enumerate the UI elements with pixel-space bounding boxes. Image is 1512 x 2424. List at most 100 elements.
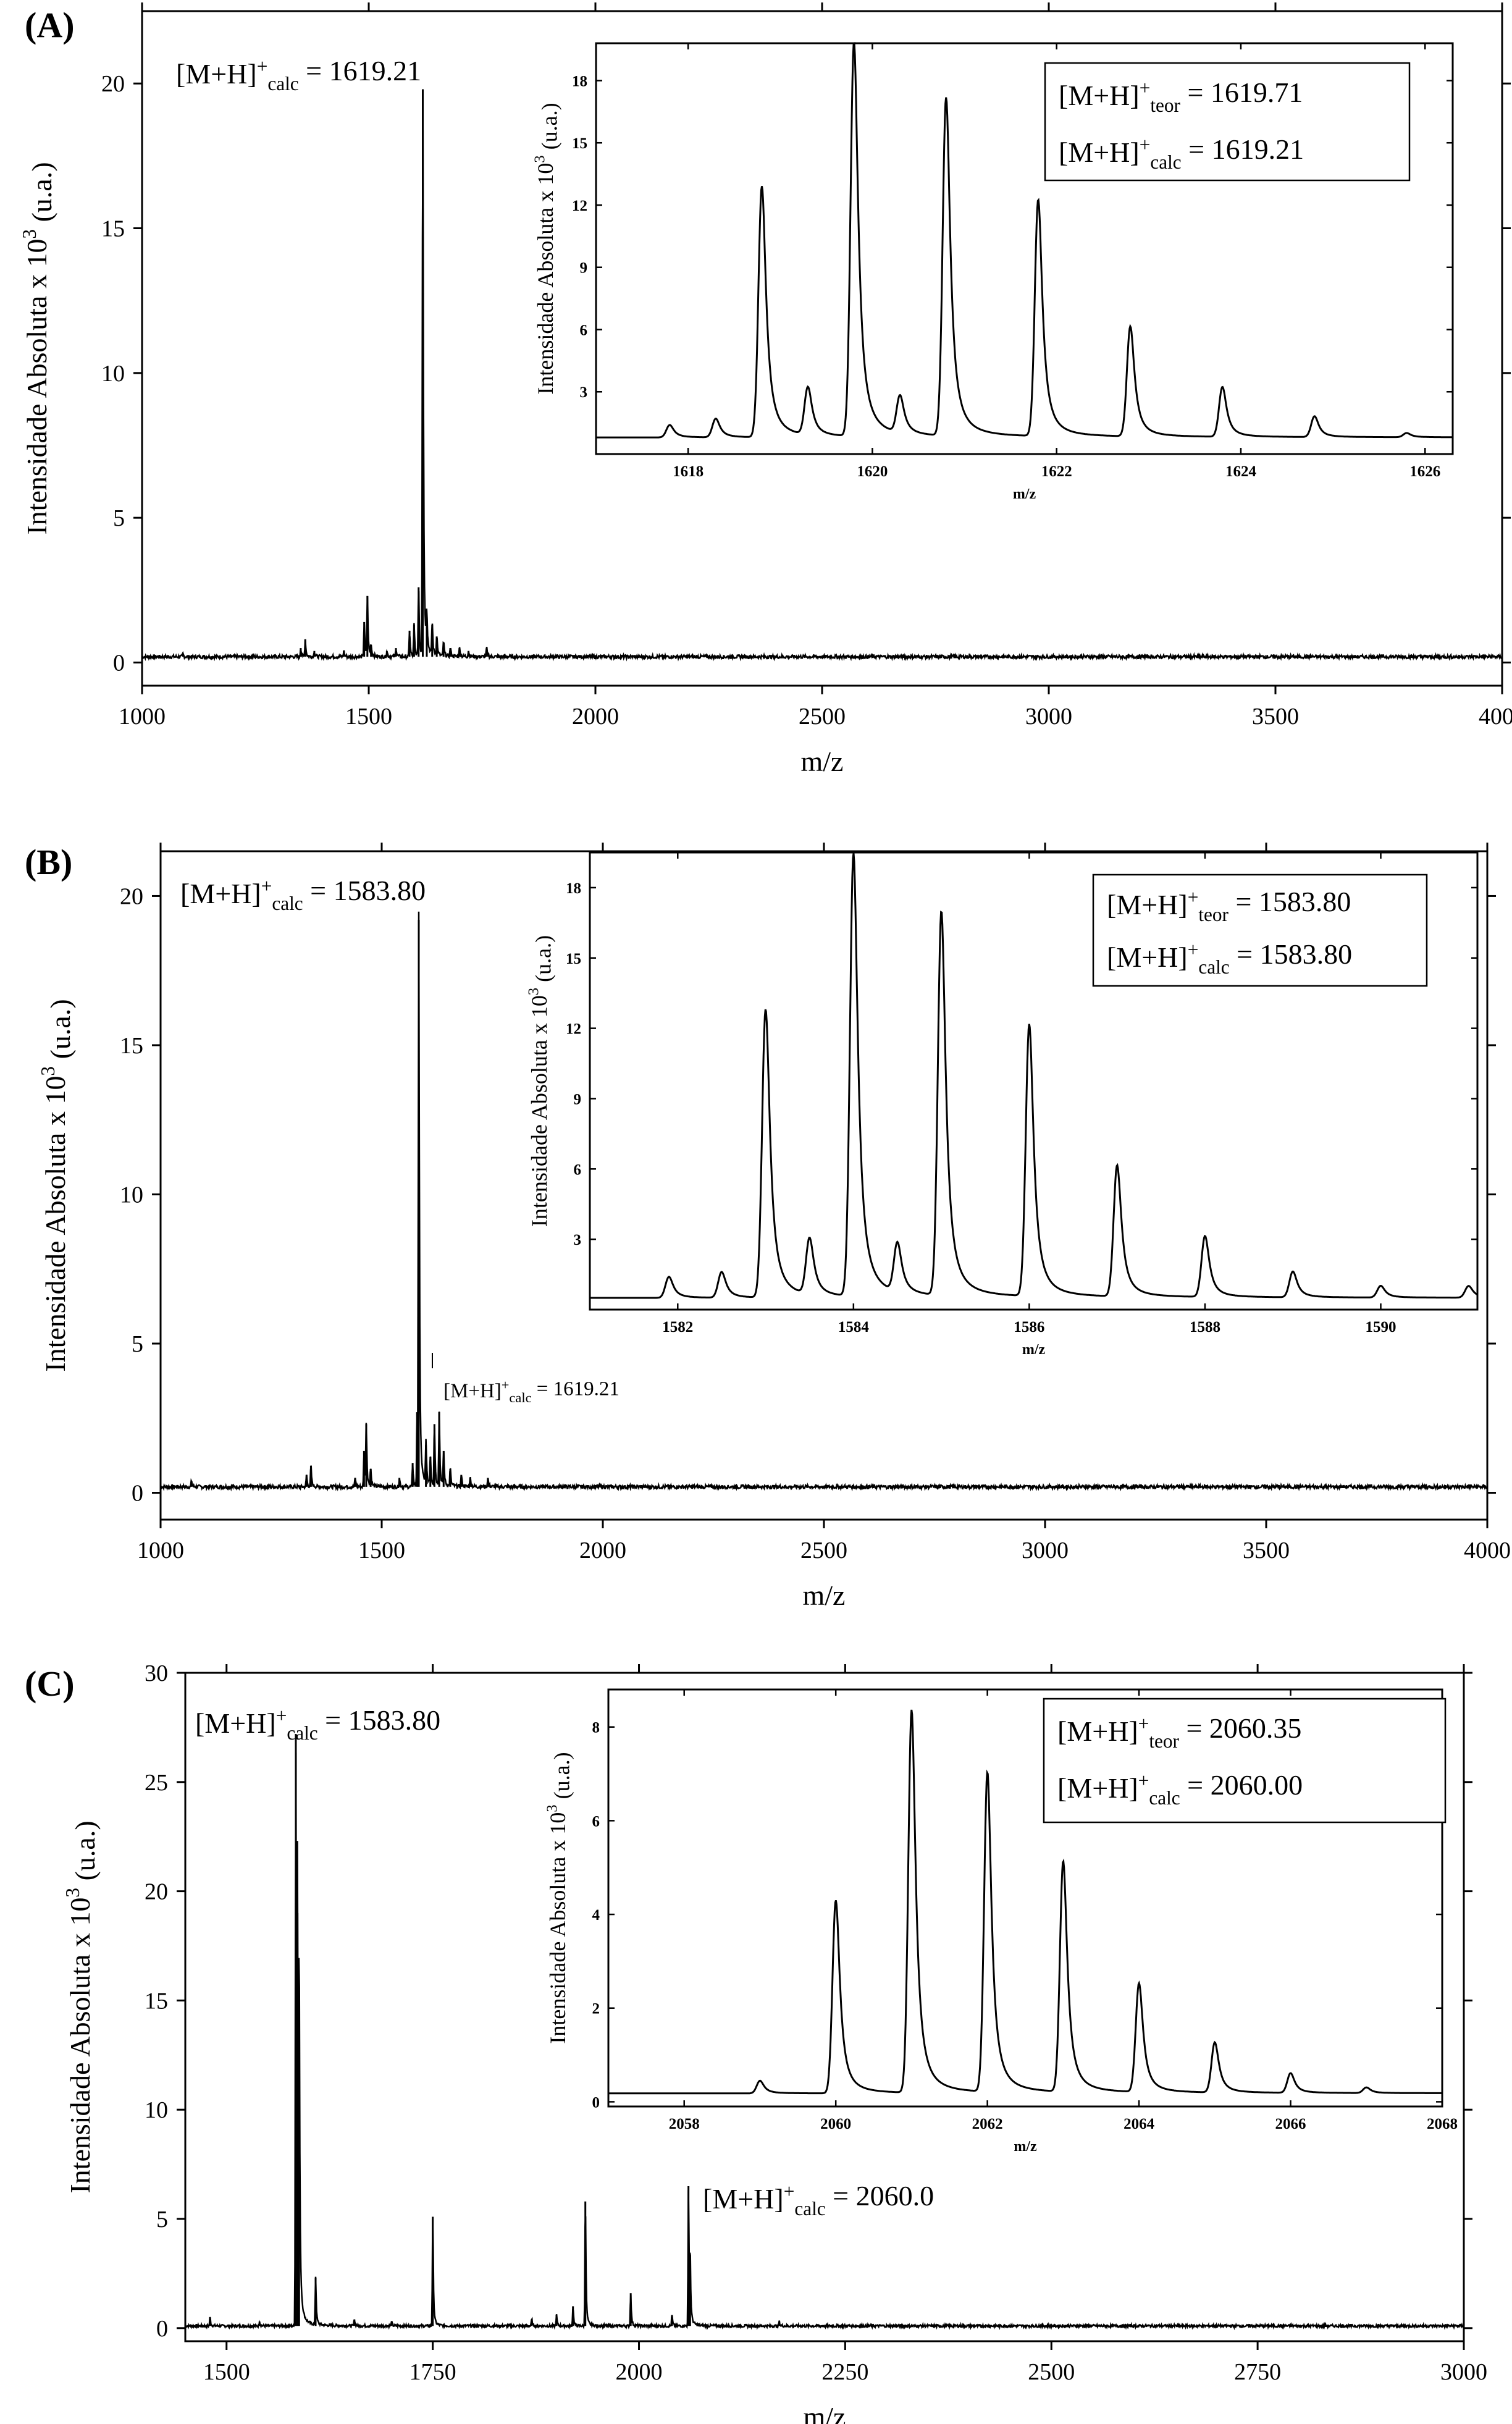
x-axis-label: m/z xyxy=(804,2401,846,2424)
y-tick-label: 15 xyxy=(101,216,125,242)
ylabel-exp: 3 xyxy=(19,229,40,239)
y-axis-label: Intensidade Absoluta x 103 (u.a.) xyxy=(62,1820,101,2193)
peak-annotation: [M+H]+calc = 1583.80 xyxy=(195,1704,440,1744)
inset-x-tick-label: 2064 xyxy=(1124,2116,1155,2132)
label-sup: + xyxy=(784,2181,795,2202)
inset-plot: 2058 2060 2062 2064 2066 2068 0 2 4 6 8 m/z Intensid… xyxy=(544,1688,1458,2155)
inset-y-axis-label: Intensidade Absoluta x 103 (u.a.) xyxy=(532,103,562,394)
x-tick-label: 3500 xyxy=(1243,1538,1290,1563)
inset-x-tick-label: 2058 xyxy=(669,2116,700,2132)
y-tick-label: 0 xyxy=(156,2316,168,2342)
spectrum-panel-a: (A) 1000 1500 2000 2500 3000 3500 4000 0 5 10 15 20 m… xyxy=(19,2,1512,777)
y-tick-label: 5 xyxy=(156,2207,168,2233)
inset-spectrum-line xyxy=(608,1709,1442,2095)
inset-x-tick-label: 1586 xyxy=(1014,1319,1044,1336)
peak-annotation: [M+H]+calc = 1619.21 xyxy=(443,1378,620,1405)
inset-y-axis-label: Intensidade Absoluta x 103 (u.a.) xyxy=(526,935,556,1227)
y-tick-label: 5 xyxy=(132,1331,143,1357)
label-value: = 2060.35 xyxy=(1179,1712,1301,1744)
label-sup: + xyxy=(1140,134,1151,156)
inset-y-tick-label: 3 xyxy=(580,384,588,401)
label-sup: + xyxy=(1140,77,1151,99)
label-sub: calc xyxy=(794,2198,825,2220)
y-tick-label: 5 xyxy=(113,505,125,531)
inset-y-tick-label: 0 xyxy=(592,2094,600,2111)
label-sup: + xyxy=(261,875,272,897)
x-tick-label: 2250 xyxy=(821,2359,868,2385)
ylabel-rest: (u.a.) xyxy=(69,1820,101,1888)
x-tick-label: 1500 xyxy=(203,2359,250,2385)
inset-legend-box xyxy=(1043,1698,1447,1824)
x-tick-label: 3000 xyxy=(1440,2359,1487,2385)
inset-x-tick-label: 1626 xyxy=(1409,463,1440,480)
inset-plot: 1618 1620 1622 1624 1626 3 6 9 12 15 18 m/z Intensid… xyxy=(532,42,1454,502)
inset-x-tick-label: 1588 xyxy=(1190,1319,1220,1336)
x-tick-label: 1500 xyxy=(358,1538,405,1563)
inset-x-tick-label: 2060 xyxy=(820,2116,851,2132)
label-base: [M+H] xyxy=(1059,80,1140,111)
label-value: = 1583.80 xyxy=(1230,938,1352,970)
label-sup: + xyxy=(1138,1713,1149,1735)
label-value: = 1583.80 xyxy=(1228,886,1351,917)
inset-y-tick-label: 12 xyxy=(566,1021,581,1038)
ylabel-exp: 3 xyxy=(62,1888,83,1898)
x-tick-label: 1500 xyxy=(345,704,392,730)
label-value: = 2060.0 xyxy=(826,2180,934,2211)
label-sub: teor xyxy=(1149,1730,1179,1752)
y-tick-label: 20 xyxy=(120,883,143,909)
peak-annotation: [M+H]+calc = 1583.80 xyxy=(180,875,426,914)
ylabel-main: Intensidade Absoluta x 10 xyxy=(64,1898,96,2194)
y-tick-label: 10 xyxy=(145,2097,168,2123)
label-sup: + xyxy=(1188,939,1199,961)
spectrum-panel-b: (B) 1000 1500 2000 2500 3000 3500 4000 0 5 10 15 20 m… xyxy=(25,842,1511,1611)
x-tick-label: 4000 xyxy=(1479,704,1512,730)
x-tick-label: 2500 xyxy=(800,1538,847,1563)
panel-label: (C) xyxy=(25,1664,75,1704)
spectrum-line xyxy=(141,130,1503,662)
plot-frame xyxy=(184,1672,1465,2342)
y-axis-label: Intensidade Absoluta x 103 (u.a.) xyxy=(37,999,76,1371)
inset-plot: 1582 1584 1586 1588 1590 3 6 9 12 15 18 m/z Intensid… xyxy=(526,851,1479,1358)
y-tick-label: 0 xyxy=(132,1481,143,1507)
label-value: = 1583.80 xyxy=(318,1704,440,1736)
inset-x-tick-label: 1618 xyxy=(673,463,704,480)
label-sub: calc xyxy=(509,1390,531,1405)
ylabel-main: Intensidade Absoluta x 10 xyxy=(533,163,558,395)
label-sub: calc xyxy=(1198,956,1229,978)
y-tick-label: 30 xyxy=(145,1660,168,1686)
ylabel-main: Intensidade Absoluta x 10 xyxy=(527,995,552,1227)
inset-legend-entry: [M+H]+calc = 1583.80 xyxy=(1107,938,1352,978)
y-tick-label: 0 xyxy=(113,650,125,676)
inset-x-tick-label: 2062 xyxy=(972,2116,1003,2132)
ylabel-rest: (u.a.) xyxy=(26,162,57,229)
label-base: [M+H] xyxy=(443,1380,502,1402)
inset-y-tick-label: 12 xyxy=(572,198,587,214)
inset-x-tick-label: 1582 xyxy=(662,1319,693,1336)
label-base: [M+H] xyxy=(703,2183,784,2215)
label-base: [M+H] xyxy=(176,58,257,90)
inset-y-tick-label: 3 xyxy=(574,1232,582,1248)
inset-x-tick-label: 1620 xyxy=(857,463,888,480)
inset-y-tick-label: 15 xyxy=(572,135,587,152)
label-sub: calc xyxy=(287,1722,317,1744)
inset-legend-entry: [M+H]+teor = 1619.71 xyxy=(1059,77,1303,116)
y-tick-label: 10 xyxy=(120,1182,143,1208)
spectrum-line xyxy=(185,1753,1464,2331)
inset-y-tick-label: 9 xyxy=(580,260,588,277)
ylabel-rest: (u.a.) xyxy=(531,935,555,988)
label-sup: + xyxy=(276,1705,287,1727)
label-sub: teor xyxy=(1150,95,1180,116)
x-tick-label: 1000 xyxy=(137,1538,184,1563)
x-tick-label: 1000 xyxy=(119,704,166,730)
x-tick-label: 2000 xyxy=(579,1538,626,1563)
inset-y-tick-label: 6 xyxy=(580,322,588,339)
x-tick-label: 4000 xyxy=(1464,1538,1511,1563)
spectrum-line xyxy=(160,911,1488,1492)
label-sub: calc xyxy=(1150,151,1181,173)
x-tick-label: 3000 xyxy=(1025,704,1072,730)
label-base: [M+H] xyxy=(1059,137,1140,168)
y-tick-label: 25 xyxy=(145,1770,168,1796)
label-sub: calc xyxy=(1149,1787,1180,1809)
label-base: [M+H] xyxy=(180,878,261,909)
inset-legend-box xyxy=(1044,62,1411,182)
